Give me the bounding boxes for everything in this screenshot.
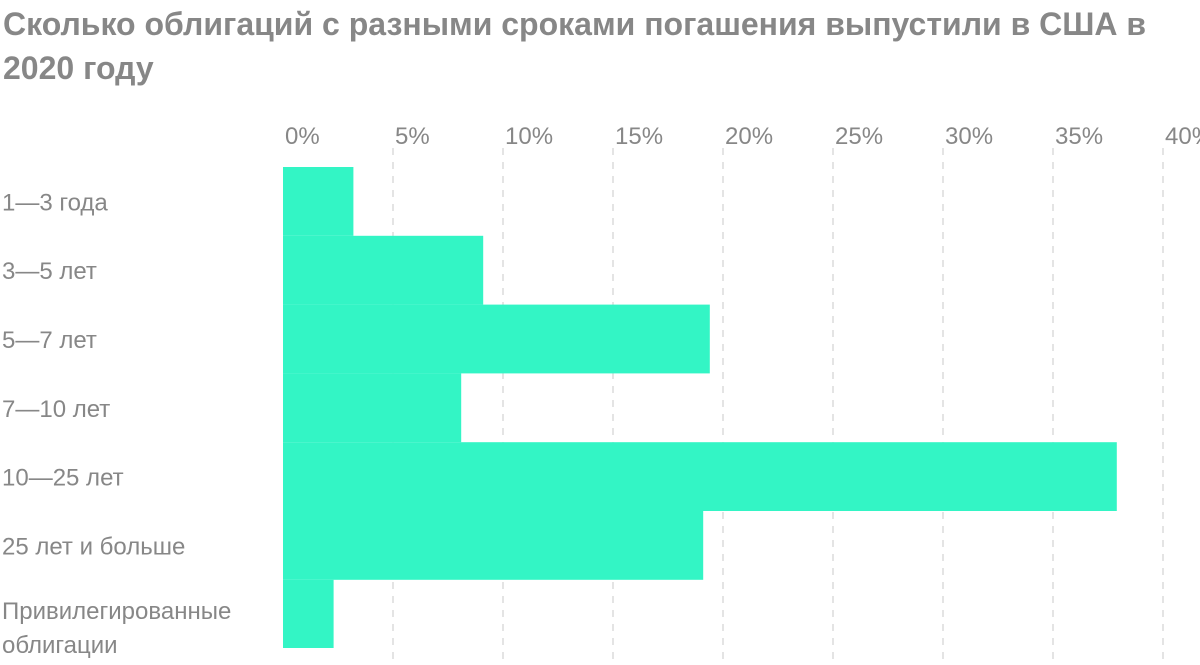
category-label-2: 3—5 лет [2, 258, 97, 285]
bar-6 [283, 511, 704, 580]
x-tick-label-20: 20% [725, 123, 773, 150]
x-tick-label-25: 25% [835, 123, 883, 150]
bar-2 [283, 235, 484, 305]
category-label-3: 5—7 лет [2, 327, 97, 354]
bar-4 [283, 373, 462, 443]
x-tick-label-10: 10% [505, 123, 553, 150]
category-label-5: 10—25 лет [2, 465, 124, 492]
bar-3 [283, 304, 710, 374]
x-tick-label-15: 15% [615, 123, 663, 150]
bar-5 [283, 442, 1117, 511]
category-label-4: 7—10 лет [2, 396, 110, 423]
bar-1 [283, 167, 354, 236]
category-label-6: 25 лет и больше [2, 533, 185, 560]
chart-title: Сколько облигаций с разными сроками пога… [3, 6, 1147, 86]
category-label-7: Привилегированные облигации [2, 598, 231, 659]
x-tick-label-5: 5% [395, 123, 430, 150]
bar-7 [283, 579, 334, 648]
x-tick-label-0: 0% [285, 123, 320, 150]
x-tick-label-40: 40% [1165, 123, 1200, 150]
x-tick-label-30: 30% [945, 123, 993, 150]
x-tick-label-35: 35% [1055, 123, 1103, 150]
category-label-1: 1—3 года [2, 189, 108, 216]
